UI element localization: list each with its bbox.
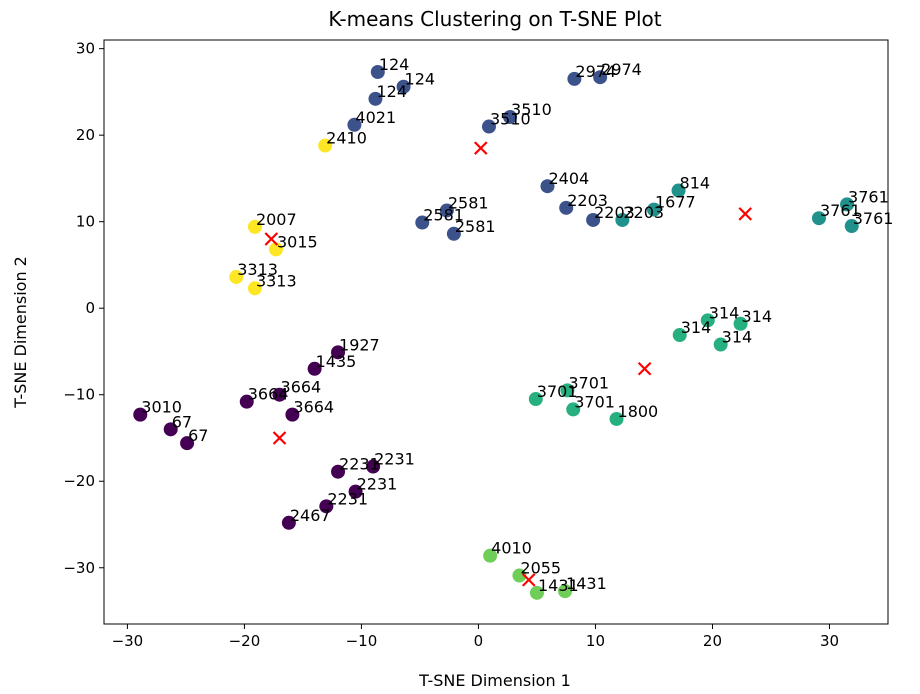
x-tick-label: −20 — [229, 632, 261, 650]
data-labels: 1241241244021297429743510351024042203220… — [141, 55, 893, 595]
point-label: 124 — [376, 82, 407, 101]
y-axis-label: T-SNE Dimension 2 — [11, 256, 30, 409]
tsne-kmeans-scatter-chart: K-means Clustering on T-SNE Plot −30 −20−… — [0, 0, 920, 694]
point-label: 314 — [709, 303, 740, 322]
point-label: 1431 — [566, 574, 607, 593]
point-label: 314 — [681, 318, 712, 337]
point-label: 2410 — [326, 129, 367, 148]
point-label: 124 — [405, 70, 436, 89]
x-tick-label: 30 — [820, 632, 839, 650]
point-label: 2581 — [455, 217, 496, 236]
x-axis: −30 −20 −10 0 10 20 30 — [112, 624, 839, 650]
y-axis: −30 −20 −10 0 10 20 30 — [63, 40, 104, 577]
point-label: 1677 — [655, 193, 696, 212]
point-label: 3701 — [537, 382, 578, 401]
point-label: 2231 — [339, 455, 380, 474]
x-tick-label: 20 — [703, 632, 722, 650]
y-tick-label: 10 — [76, 213, 95, 231]
y-tick-label: −10 — [63, 386, 95, 404]
point-label: 314 — [742, 307, 773, 326]
point-label: 3664 — [248, 385, 289, 404]
point-label: 814 — [680, 174, 711, 193]
point-label: 2974 — [601, 60, 642, 79]
point-label: 4010 — [491, 539, 532, 558]
point-label: 67 — [188, 426, 208, 445]
centroid-marker — [639, 363, 651, 375]
point-label: 2055 — [520, 559, 561, 578]
y-tick-label: 0 — [85, 299, 95, 317]
chart-title: K-means Clustering on T-SNE Plot — [328, 7, 661, 31]
x-tick-label: 0 — [474, 632, 484, 650]
x-tick-label: 10 — [586, 632, 605, 650]
centroid-marker — [274, 432, 286, 444]
point-label: 1435 — [316, 352, 357, 371]
point-label: 2404 — [548, 169, 589, 188]
point-label: 3664 — [293, 398, 334, 417]
point-label: 3761 — [848, 187, 889, 206]
point-label: 3761 — [853, 209, 894, 228]
y-tick-label: 20 — [76, 126, 95, 144]
y-tick-label: −20 — [63, 472, 95, 490]
centroid-marker — [265, 233, 277, 245]
x-axis-label: T-SNE Dimension 1 — [418, 671, 571, 690]
point-label: 2467 — [290, 506, 331, 525]
x-tick-label: −30 — [112, 632, 144, 650]
point-label: 2007 — [256, 210, 297, 229]
point-label: 3313 — [256, 271, 297, 290]
point-label: 1800 — [618, 402, 659, 421]
point-label: 4021 — [355, 108, 396, 127]
centroid-marker — [475, 142, 487, 154]
y-tick-label: 30 — [76, 40, 95, 58]
x-tick-label: −10 — [346, 632, 378, 650]
point-label: 2231 — [374, 450, 415, 469]
point-label: 3510 — [490, 110, 531, 129]
point-label: 3701 — [574, 392, 615, 411]
point-label: 3015 — [277, 232, 318, 251]
point-label: 2231 — [327, 489, 368, 508]
centroid-marker — [739, 208, 751, 220]
y-tick-label: −30 — [63, 559, 95, 577]
point-label: 314 — [722, 328, 753, 347]
